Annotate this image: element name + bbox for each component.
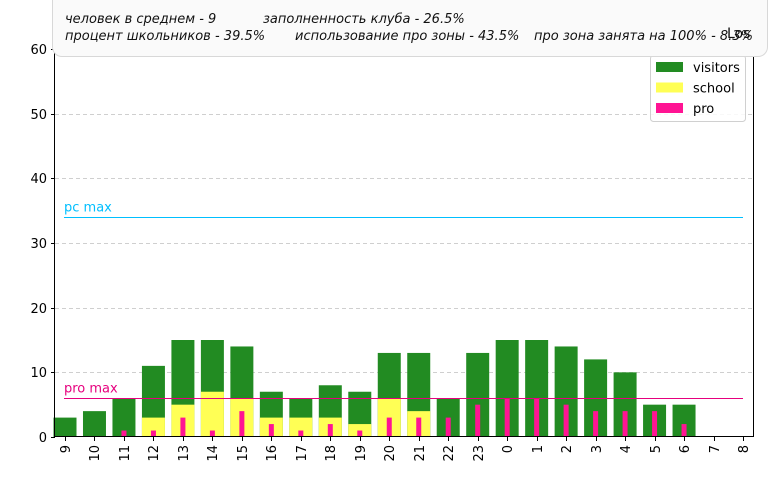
legend-label-visitors: visitors	[693, 61, 740, 76]
x-tick-label: 4	[619, 445, 634, 453]
bar-visitors	[53, 417, 77, 437]
bar-pro	[357, 430, 363, 437]
bar-school	[200, 391, 224, 437]
x-tick-label: 9	[59, 445, 74, 453]
bar-pro	[563, 404, 569, 437]
bar-visitors	[466, 352, 490, 437]
legend-label-pro: pro	[693, 102, 714, 117]
legend: visitors school pro	[650, 55, 746, 122]
x-tick-label: 19	[354, 445, 369, 462]
x-tick-label: 22	[442, 445, 457, 462]
y-tick-label: 0	[39, 431, 47, 446]
bar-pro	[386, 417, 392, 437]
x-tick-label: 15	[236, 445, 251, 462]
y-tick-label: 30	[30, 237, 47, 252]
x-tick-label: 14	[206, 445, 221, 462]
x-tick-label: 8	[737, 445, 752, 453]
y-tick-label: 50	[30, 108, 47, 123]
bar-pro	[475, 404, 481, 437]
x-tick-label: 10	[88, 445, 103, 462]
x-tick-label: 23	[472, 445, 487, 462]
bars	[53, 340, 696, 437]
x-tick-label: 21	[413, 445, 428, 462]
hline-label: pro max	[64, 382, 118, 397]
x-tick-label: 1	[531, 445, 546, 453]
bar-visitors	[525, 340, 549, 437]
bar-pro	[268, 424, 274, 437]
y-axis: 0 10 20 30 40 50 60	[30, 43, 55, 446]
corner-label: Los	[727, 26, 751, 42]
bar-pro	[681, 424, 687, 437]
y-tick-label: 60	[30, 43, 47, 58]
bar-pro	[593, 411, 599, 437]
legend-label-school: school	[693, 82, 735, 97]
bar-visitors	[495, 340, 519, 437]
bar-school	[141, 417, 165, 437]
bar-school	[289, 417, 313, 437]
x-tick-label: 17	[295, 445, 310, 462]
bar-visitors	[672, 404, 696, 437]
bar-pro	[150, 430, 156, 437]
bar-pro	[445, 417, 451, 437]
bar-pro	[121, 430, 127, 437]
bar-visitors	[112, 398, 136, 437]
bar-pro	[209, 430, 215, 437]
bar-visitors	[613, 372, 637, 437]
legend-swatch-visitors	[656, 62, 683, 72]
bar-pro	[534, 398, 540, 437]
hline-label: pc max	[64, 201, 112, 216]
x-tick-label: 5	[649, 445, 664, 453]
x-tick-label: 2	[560, 445, 575, 453]
bar-pro	[416, 417, 422, 437]
legend-swatch-school	[656, 82, 683, 93]
y-tick-label: 40	[30, 172, 47, 187]
school-pct-text: процент школьников - 39.5%	[65, 29, 266, 44]
bar-pro	[298, 430, 304, 437]
people-avg-text: человек в среднем - 9	[65, 12, 217, 27]
x-tick-label: 20	[383, 445, 398, 462]
bar-pro	[180, 417, 186, 437]
grid-lines	[55, 114, 753, 373]
x-tick-label: 12	[147, 445, 162, 462]
x-tick-label: 0	[501, 445, 516, 453]
x-tick-label: 18	[324, 445, 339, 462]
bar-pro	[504, 398, 510, 437]
reference-lines: pc max pro max	[64, 201, 743, 399]
bar-pro	[239, 411, 245, 437]
x-tick-label: 6	[678, 445, 693, 453]
bar-pro	[652, 411, 658, 437]
x-tick-label: 11	[118, 445, 133, 462]
club-fill-text: заполненность клуба - 26.5%	[263, 12, 465, 27]
stats-panel: человек в среднем - 9 заполненность клуб…	[52, 0, 768, 57]
x-tick-label: 16	[265, 445, 280, 462]
legend-swatch-pro	[656, 103, 683, 113]
pro-zone-full-text: про зона занята на 100% - 8.3%	[534, 29, 753, 44]
x-tick-label: 13	[177, 445, 192, 462]
x-axis: 9 10 11 12 13 14 15 16 17 18 19 20 21 22 23 0 1 2 3 4 5 6 7 8	[59, 437, 752, 462]
bar-pro	[327, 424, 333, 437]
bar-visitors	[82, 411, 106, 437]
bar-visitors	[554, 346, 578, 437]
y-tick-label: 10	[30, 366, 47, 381]
bar-pro	[622, 411, 628, 437]
x-tick-label: 3	[590, 445, 605, 453]
pro-zone-use-text: использование про зоны - 43.5%	[295, 29, 520, 44]
x-tick-label: 7	[708, 445, 723, 453]
y-tick-label: 20	[30, 302, 47, 317]
